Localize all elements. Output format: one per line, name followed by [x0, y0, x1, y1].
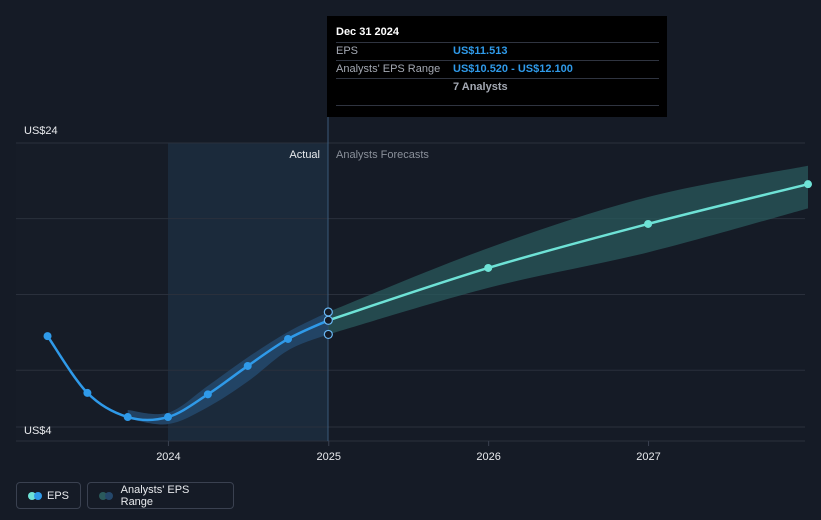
actual-label: Actual [289, 149, 320, 161]
tooltip-eps-label: EPS [336, 45, 359, 57]
eps-actual-point[interactable] [164, 413, 172, 422]
y-label-bottom: US$4 [24, 425, 52, 437]
x-tick-label: 2025 [317, 451, 341, 463]
legend-eps-label: EPS [46, 489, 69, 502]
eps-forecast-point[interactable] [804, 180, 812, 189]
tooltip-eps-value: US$11.513 [453, 45, 508, 57]
eps-actual-point[interactable] [284, 334, 293, 343]
actual-range-band [127, 311, 329, 425]
x-tick-label: 2024 [156, 451, 180, 463]
tooltip-analysts-count: 7 Analysts [453, 81, 508, 93]
legend-range-button[interactable]: Analysts' EPS Range [87, 482, 234, 509]
tooltip-range-row: Analysts' EPS Range US$10.520 - US$12.10… [336, 60, 659, 78]
legend-eps-button[interactable]: EPS [16, 482, 81, 509]
actual-region [168, 143, 328, 441]
past-region [16, 143, 168, 441]
y-label-top: US$24 [24, 125, 58, 137]
eps-actual-point[interactable] [43, 332, 52, 341]
forecast-label: Analysts Forecasts [336, 149, 429, 161]
eps-actual-point[interactable] [123, 413, 132, 422]
tooltip-range-value: US$10.520 - US$12.100 [453, 63, 573, 75]
eps-points [43, 180, 812, 422]
x-tick-label: 2027 [636, 451, 660, 463]
eps-actual-point[interactable] [83, 388, 92, 397]
eps-forecast-point[interactable] [644, 219, 653, 228]
eps-forecast-point[interactable] [484, 263, 493, 272]
eps-legend-icon [28, 491, 42, 500]
eps-range-bands [127, 165, 808, 425]
tooltip: Dec 31 2024 EPS US$11.513 Analysts' EPS … [327, 16, 667, 117]
eps-forecast-line [327, 182, 809, 322]
range-legend-icon [99, 491, 113, 500]
eps-current-point[interactable] [323, 315, 333, 325]
forecast-range-band [328, 165, 808, 335]
x-tick-label: 2026 [476, 451, 500, 463]
tooltip-eps-row: EPS US$11.513 [336, 42, 659, 60]
x-axis-ticks: 2024 2025 2026 2027 [156, 441, 661, 463]
legend-range-label: Analysts' EPS Range [120, 483, 190, 508]
eps-actual-point[interactable] [203, 390, 212, 399]
tooltip-analysts-row: 7 Analysts [336, 78, 659, 106]
eps-actual-point[interactable] [243, 361, 252, 370]
range-high-point[interactable] [323, 307, 333, 317]
tooltip-date: Dec 31 2024 [336, 26, 399, 38]
range-low-point[interactable] [323, 329, 333, 340]
tooltip-range-label: Analysts' EPS Range [336, 63, 441, 75]
